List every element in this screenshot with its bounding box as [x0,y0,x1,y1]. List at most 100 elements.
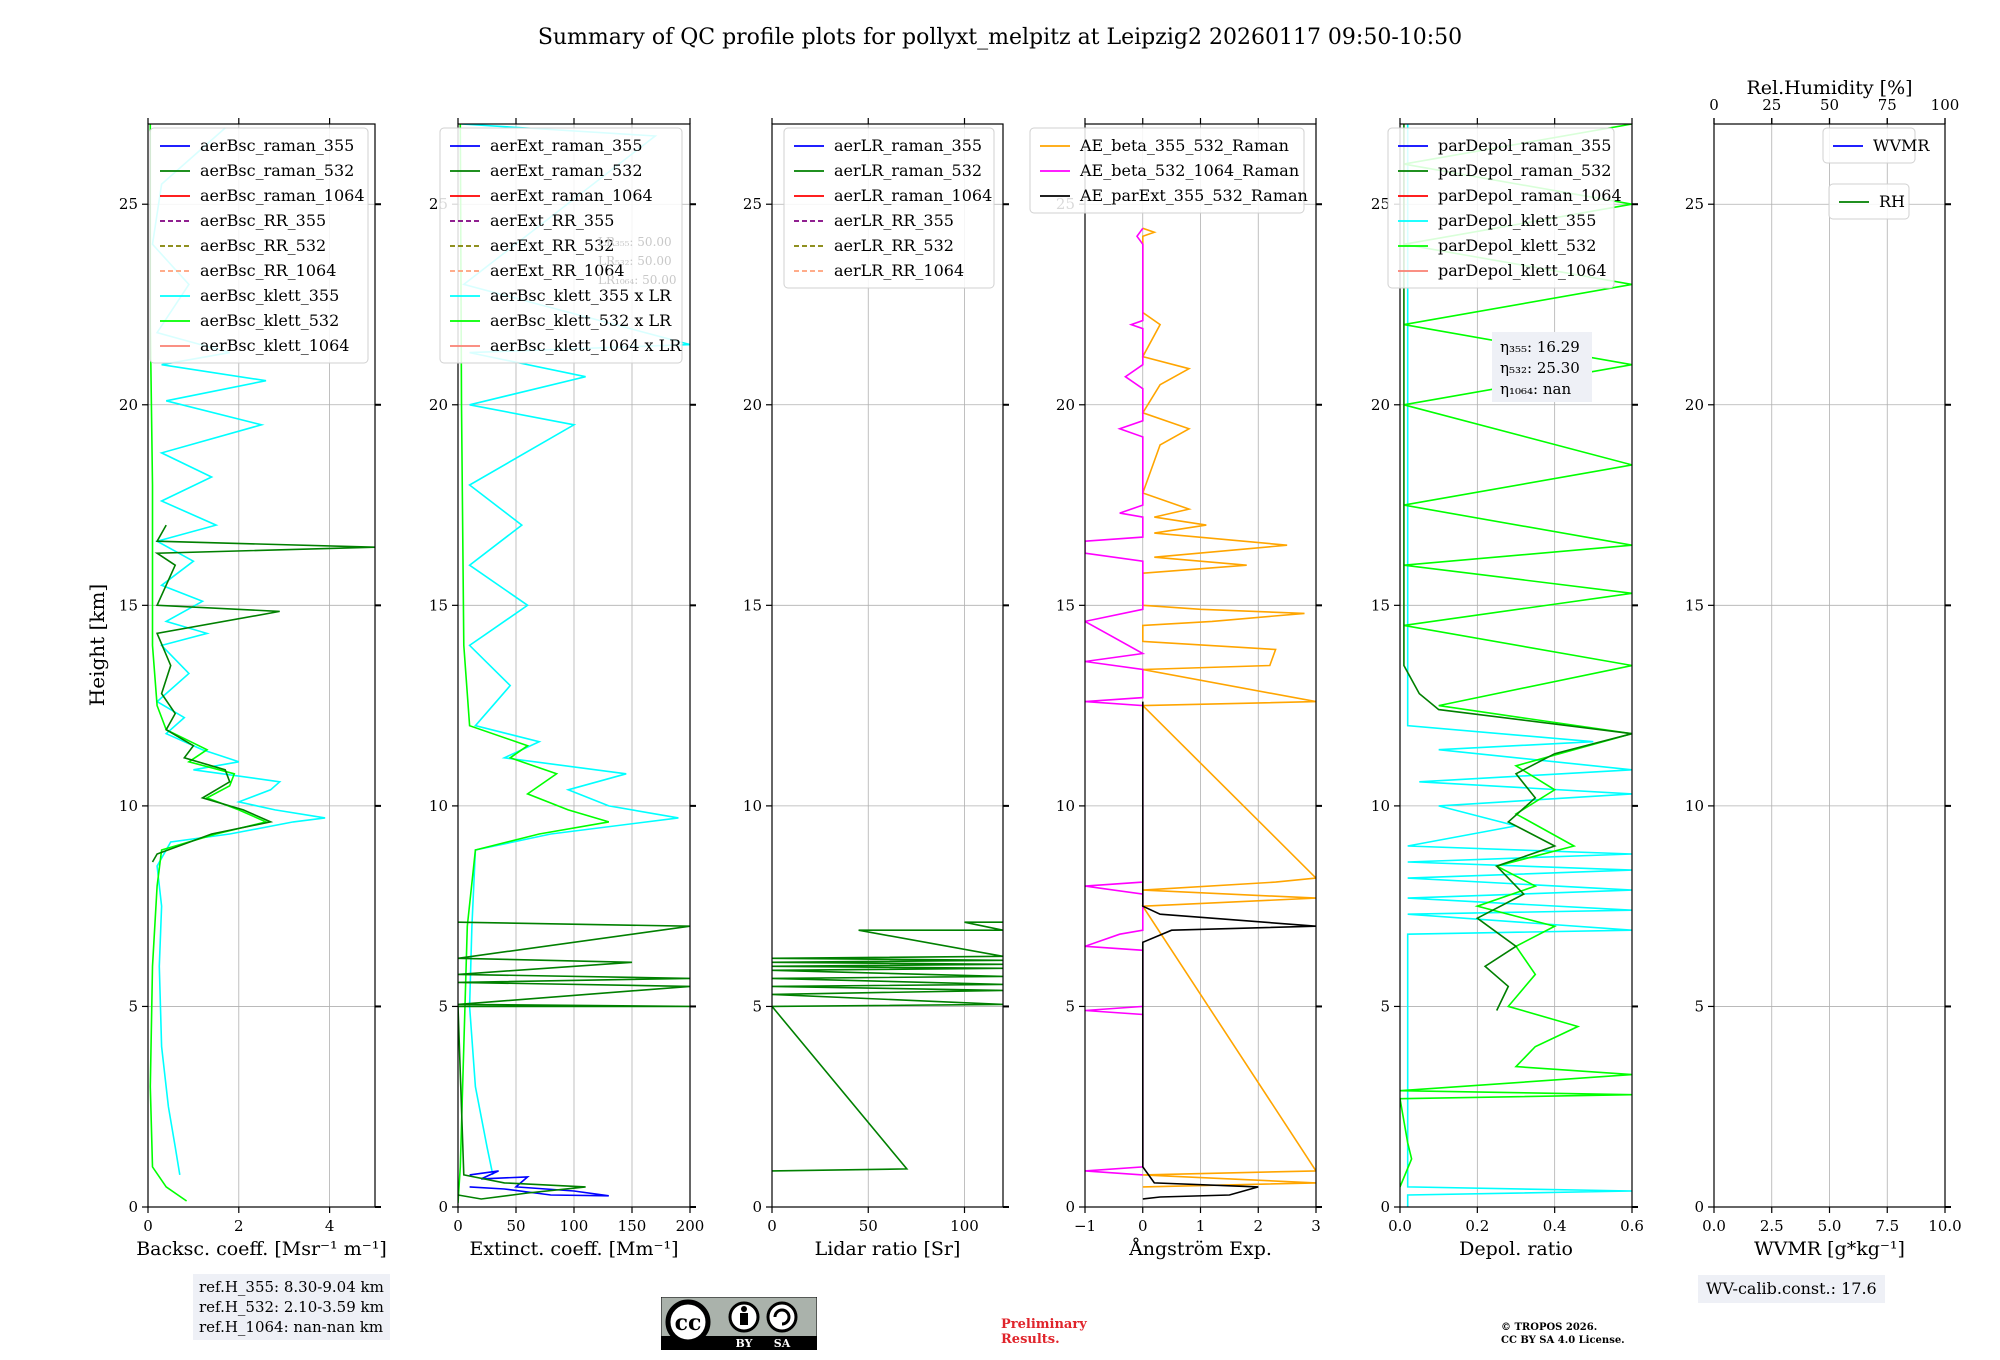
legend-entry: aerBsc_RR_355 [200,211,326,230]
preliminary-line-2: Results. [1001,1332,1060,1347]
y-tick-label: 10 [743,797,762,815]
eta-annotation: η₅₃₂: 25.30 [1500,359,1580,377]
legend-entry: aerLR_raman_355 [834,136,982,155]
legend-entry: aerBsc_raman_532 [200,161,354,180]
x-tick-label: 50 [859,1217,878,1235]
legend-entry: parDepol_raman_355 [1438,136,1611,155]
legend-entry: aerExt_raman_355 [490,136,643,155]
x-tick-label: 0 [767,1217,777,1235]
legend-frame [1029,127,1305,214]
series-line-AE_parExt_355_532_Raman [1142,701,1316,1200]
x-tick-label: 4 [325,1217,335,1235]
panel-wv: 0.0 2.5 5.0 7.5 10.0 0 5 10 15 20 25 WVMR [g*kg⁻¹] 0… [1685,77,1962,1260]
top-x-tick-label: 25 [1762,96,1781,114]
copyright-line-2: CC BY SA 4.0 License. [1501,1335,1625,1346]
legend-entry: aerBsc_klett_355 [200,286,339,305]
preliminary-note: Preliminary Results. [1001,1317,1087,1347]
x-axis-label: Ångström Exp. [1128,1238,1272,1260]
legend-entry: aerBsc_klett_532 x LR [490,311,672,330]
legend-entry: WVMR [1873,136,1930,155]
legend-entry: AE_beta_355_532_Raman [1079,136,1289,155]
x-tick-label: 0 [143,1217,153,1235]
lr-annotation: LR₅₃₂: 50.00 [598,254,672,268]
y-tick-label: 20 [1056,396,1075,414]
cc-logo-text: cc [675,1310,702,1336]
y-tick-label: 10 [429,797,448,815]
series-line-AE_beta_532_1064_Raman [1085,227,1146,1176]
legend-entry: parDepol_raman_532 [1438,161,1611,180]
legend-entry: aerLR_raman_532 [834,161,982,180]
x-tick-label: 2.5 [1760,1217,1784,1235]
x-tick-label: 2 [1253,1217,1263,1235]
x-tick-label: 3 [1311,1217,1321,1235]
x-tick-label: 150 [618,1217,647,1235]
legend-entry: aerLR_raman_1064 [834,186,992,205]
x-tick-label: 100 [560,1217,589,1235]
legend-entry: AE_parExt_355_532_Raman [1079,186,1308,205]
x-tick-label: 2 [234,1217,244,1235]
preliminary-line-1: Preliminary [1001,1317,1087,1332]
legend-frame [1387,127,1615,289]
series-line-aerBsc_klett_532 [149,124,269,1202]
legend-entry: aerExt_RR_355 [490,211,614,230]
legend-entry: parDepol_klett_532 [1438,236,1596,255]
cc-logo-icon [665,1299,711,1345]
legend-entry: aerExt_RR_1064 [490,261,625,280]
reference-heights-box: ref.H_355: 8.30-9.04 km ref.H_532: 2.10-… [193,1274,390,1340]
panel-ae: −101230510152025Ångström Exp.AE_beta_355… [1029,118,1322,1260]
by-label: BY [736,1337,753,1350]
y-tick-label: 15 [1056,596,1075,614]
y-tick-label: 5 [438,997,448,1015]
legend-entry: aerBsc_raman_355 [200,136,354,155]
y-tick-label: 25 [1685,195,1704,213]
legend-entry: aerLR_RR_1064 [834,261,964,280]
x-tick-label: 5.0 [1818,1217,1842,1235]
y-tick-label: 15 [1685,596,1704,614]
y-tick-label: 0 [1380,1198,1390,1216]
eta-annotation: η₃₅₅: 16.29 [1500,338,1580,356]
legend-entry: aerBsc_raman_1064 [200,186,365,205]
panel-bsc: 0 2 4 0 5 10 15 20 25 Backsc. coeff. [Msr⁻¹ m⁻¹] a… [119,118,387,1260]
legend-lr: aerLR_raman_355 aerLR_raman_532 aerLR_rama… [783,127,995,289]
x-tick-label: 0.2 [1465,1217,1489,1235]
legend-frame [1822,127,1916,164]
y-tick-label: 20 [119,396,138,414]
copyright-line-1: © TROPOS 2026. [1501,1322,1598,1333]
y-tick-label: 25 [1371,195,1390,213]
legend-frame [149,127,369,364]
axes-frame [1399,123,1633,1208]
y-tick-label: 10 [1685,797,1704,815]
legend-frame [439,127,683,364]
legend-entry: aerLR_RR_532 [834,236,954,255]
eta-box [1492,332,1592,402]
legend-entry: parDepol_raman_1064 [1438,186,1622,205]
x-tick-label: 0 [1138,1217,1148,1235]
legend-ae: AE_beta_355_532_Raman AE_beta_532_1064_Ra… [1029,127,1308,214]
legend-entry: AE_beta_532_1064_Raman [1079,161,1299,180]
x-tick-label: 100 [950,1217,979,1235]
x-axis-label: WVMR [g*kg⁻¹] [1754,1238,1905,1260]
y-tick-label: 0 [438,1198,448,1216]
x-tick-label: 0.0 [1702,1217,1726,1235]
ref-height-532: ref.H_532: 2.10-3.59 km [199,1298,384,1316]
y-tick-label: 20 [429,396,448,414]
lr-annotation: LR₁₀₆₄: 50.00 [598,273,676,287]
y-tick-label: 10 [1371,797,1390,815]
x-axis-label: Backsc. coeff. [Msr⁻¹ m⁻¹] [136,1238,387,1260]
legend-rh: RH [1828,183,1910,220]
y-tick-label: 25 [743,195,762,213]
y-tick-label: 25 [119,195,138,213]
legend-frame [783,127,995,289]
legend-ext: aerExt_raman_355 aerExt_raman_532 aerExt_r… [439,127,683,364]
y-tick-label: 5 [1694,997,1704,1015]
y-axis-label: Height [km] [85,584,109,706]
y-tick-label: 0 [1065,1198,1075,1216]
series-line-parDepol_raman_532 [1403,124,1632,1011]
figure-title: Summary of QC profile plots for pollyxt_… [538,25,1462,50]
y-tick-label: 10 [119,797,138,815]
sa-share-icon [766,1301,798,1333]
y-tick-label: 5 [752,997,762,1015]
x-tick-label: 0 [453,1217,463,1235]
legend-entry: aerExt_RR_532 [490,236,614,255]
legend-entry: aerBsc_klett_355 x LR [490,286,672,305]
